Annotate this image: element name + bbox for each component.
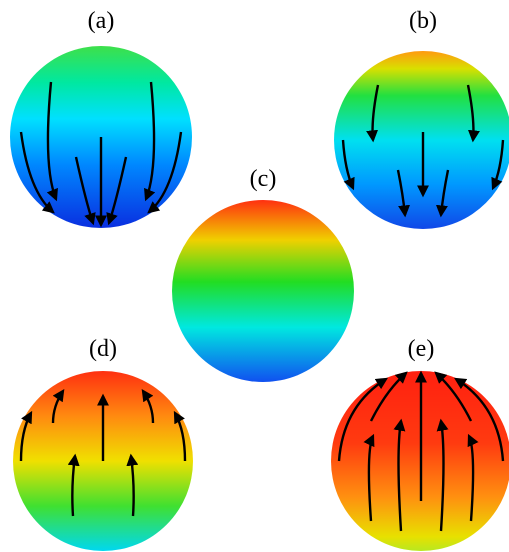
sphere-c: [172, 200, 354, 382]
panel-label: (a): [88, 8, 115, 34]
panel-label: (c): [250, 166, 277, 192]
panel-label: (b): [409, 8, 437, 34]
sphere-d: [13, 371, 193, 551]
figure: (a) (b) (c) (d) (e): [0, 0, 509, 552]
sphere-e: [331, 371, 509, 551]
sphere-a: [10, 46, 192, 228]
panel-label: (d): [89, 336, 117, 362]
sphere-b: [334, 51, 509, 229]
panel-label: (e): [408, 336, 435, 362]
